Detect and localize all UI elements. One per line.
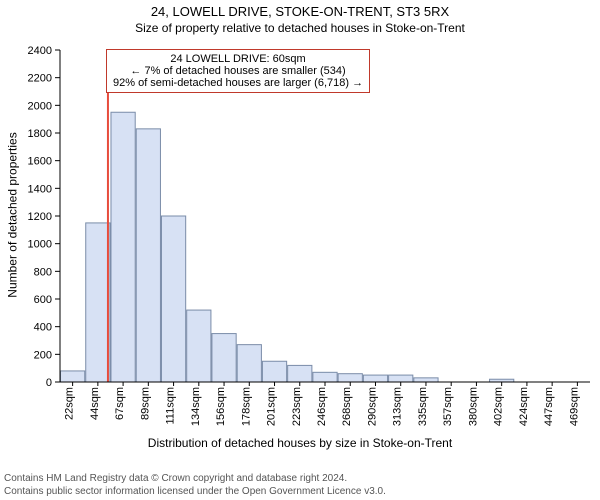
y-tick-label: 2200: [28, 73, 52, 85]
histogram-bar: [136, 129, 160, 382]
x-tick-label: 134sqm: [190, 387, 202, 426]
x-tick-label: 44sqm: [89, 387, 101, 420]
x-tick-label: 357sqm: [442, 387, 454, 426]
y-tick-label: 600: [34, 294, 52, 306]
histogram-bar: [313, 372, 337, 382]
histogram-bar: [237, 345, 261, 382]
histogram-chart: 0 200 400 600 800 1000 1200 1400 1600 1800 2000 220…: [0, 40, 600, 430]
x-tick-label: 424sqm: [518, 387, 530, 426]
y-tick-label: 200: [34, 349, 52, 361]
x-tick-label: 380sqm: [467, 387, 479, 426]
x-tick-label: 447sqm: [543, 387, 555, 426]
title-address: 24, LOWELL DRIVE, STOKE-ON-TRENT, ST3 5R…: [0, 4, 600, 19]
x-tick-label: 290sqm: [366, 387, 378, 426]
histogram-bar: [338, 374, 362, 382]
y-tick-label: 0: [46, 377, 52, 389]
attribution-line-1: Contains HM Land Registry data © Crown c…: [4, 472, 596, 485]
x-tick-label: 111sqm: [165, 387, 177, 425]
histogram-bar: [111, 112, 135, 382]
y-tick-label: 1200: [28, 211, 52, 223]
callout-box: 24 LOWELL DRIVE: 60sqm ← 7% of detached …: [106, 49, 370, 93]
x-tick-label: 313sqm: [392, 387, 404, 426]
y-tick-label: 400: [34, 322, 52, 334]
histogram-bar: [212, 334, 236, 382]
x-tick-label: 223sqm: [291, 387, 303, 426]
histogram-bar: [262, 361, 286, 382]
callout-line-2: ← 7% of detached houses are smaller (534…: [113, 65, 363, 77]
histogram-bar: [288, 365, 312, 382]
histogram-bar: [161, 216, 185, 382]
callout-line-3: 92% of semi-detached houses are larger (…: [113, 77, 363, 89]
x-tick-label: 178sqm: [240, 387, 252, 426]
x-tick-label: 22sqm: [64, 387, 76, 420]
y-tick-label: 1000: [28, 239, 52, 251]
x-axis-label: Distribution of detached houses by size …: [0, 436, 600, 450]
histogram-bar: [389, 375, 413, 382]
y-tick-label: 2000: [28, 100, 52, 112]
x-tick-label: 469sqm: [568, 387, 580, 426]
x-tick-label: 156sqm: [215, 387, 227, 426]
title-subtitle: Size of property relative to detached ho…: [0, 21, 600, 35]
chart-svg: 0 200 400 600 800 1000 1200 1400 1600 1800 2000 220…: [0, 40, 600, 430]
attribution-line-2: Contains public sector information licen…: [4, 485, 596, 498]
histogram-bar: [414, 378, 438, 382]
x-tick-label: 335sqm: [417, 387, 429, 426]
x-tick-label: 201sqm: [266, 387, 278, 426]
histogram-bar: [86, 223, 110, 382]
y-tick-label: 1800: [28, 128, 52, 140]
x-tick-label: 89sqm: [139, 387, 151, 420]
y-tick-label: 1400: [28, 183, 52, 195]
x-tick-label: 246sqm: [316, 387, 328, 426]
y-tick-label: 800: [34, 266, 52, 278]
attribution: Contains HM Land Registry data © Crown c…: [4, 472, 596, 498]
histogram-bar: [187, 310, 211, 382]
histogram-bar: [61, 371, 85, 382]
x-tick-label: 67sqm: [114, 387, 126, 420]
x-tick-label: 402sqm: [493, 387, 505, 426]
y-tick-label: 1600: [28, 156, 52, 168]
histogram-bar: [363, 375, 387, 382]
y-tick-label: 2400: [28, 45, 52, 57]
callout-line-1: 24 LOWELL DRIVE: 60sqm: [113, 53, 363, 65]
x-tick-label: 268sqm: [341, 387, 353, 426]
